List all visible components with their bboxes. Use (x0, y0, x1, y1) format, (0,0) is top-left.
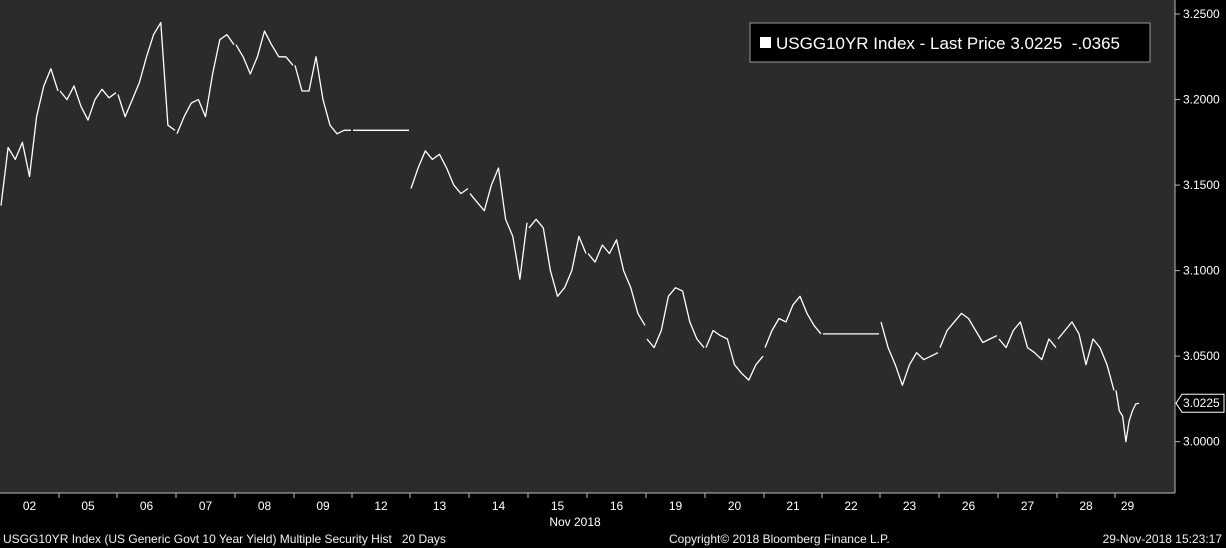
price-line-21 (764, 295, 822, 348)
x-tick-label: 22 (844, 499, 858, 513)
x-tick-label: 06 (140, 499, 154, 513)
price-line-29 (1115, 390, 1140, 443)
legend-swatch-icon (760, 37, 771, 48)
x-tick-label: 23 (903, 499, 917, 513)
price-line-07 (176, 33, 235, 135)
legend-box (749, 22, 1151, 63)
x-tick-label: 05 (81, 499, 95, 513)
price-series (0, 21, 1140, 443)
x-tick-label: 09 (316, 499, 330, 513)
x-tick-label: 21 (786, 499, 800, 513)
y-tick-label: 3.1500 (1183, 178, 1220, 192)
footer-timestamp: 29-Nov-2018 15:23:17 (1102, 532, 1222, 546)
x-tick-label: 19 (669, 499, 683, 513)
x-tick-label: 13 (433, 499, 447, 513)
last-value-tag: 3.0225 (1175, 393, 1225, 413)
x-tick-label: 08 (258, 499, 272, 513)
x-tick-label: 20 (728, 499, 742, 513)
x-axis: 02 05 06 07 08 09 12 13 14 15 16 19 20 21 22 23 26 27 28 29 (0, 492, 1175, 513)
legend-label: USGG10YR Index - Last Price 3.0225 -.036… (776, 34, 1120, 53)
y-axis: 3.2500 3.2000 3.1500 3.1000 3.0500 3.0000 (1174, 0, 1220, 493)
price-line-28 (1057, 321, 1115, 391)
plot-area (0, 0, 1175, 493)
price-line-27 (998, 321, 1057, 361)
price-line-26 (939, 312, 998, 348)
x-tick-label: 14 (492, 499, 506, 513)
x-tick-label: 16 (610, 499, 624, 513)
x-tick-label: 15 (551, 499, 565, 513)
price-line-06 (117, 21, 176, 131)
price-line-23 (880, 321, 939, 386)
last-value-tag-text: 3.0225 (1183, 396, 1220, 410)
footer-copyright: Copyright© 2018 Bloomberg Finance L.P. (669, 532, 890, 546)
y-tick-label: 3.0000 (1183, 435, 1220, 449)
legend-last-price: 3.0225 (1010, 34, 1062, 53)
legend-series-label: USGG10YR Index - Last Price (776, 34, 1006, 53)
price-line-20 (705, 329, 764, 381)
x-tick-label: 27 (1021, 499, 1035, 513)
footer-description: USGG10YR Index (US Generic Govt 10 Year … (3, 532, 446, 546)
y-tick-label: 3.2000 (1183, 93, 1220, 107)
price-line-14 (469, 167, 528, 280)
x-tick-label: 12 (374, 499, 388, 513)
price-line-16 (587, 239, 646, 326)
y-tick-label: 3.2500 (1183, 7, 1220, 21)
last-value-tag-shape (1175, 393, 1225, 413)
y-tick-label: 3.0500 (1183, 349, 1220, 363)
legend-change: -.0365 (1072, 34, 1120, 53)
price-line-19 (646, 287, 705, 349)
price-line-05 (59, 85, 117, 121)
x-tick-label: 29 (1121, 499, 1135, 513)
footer: USGG10YR Index (US Generic Govt 10 Year … (0, 530, 1226, 548)
x-tick-label: 07 (199, 499, 213, 513)
legend: USGG10YR Index - Last Price 3.0225 -.036… (749, 22, 1151, 63)
price-line-13 (410, 150, 469, 195)
price-line-15 (528, 218, 587, 297)
x-axis-month-label: Nov 2018 (549, 515, 601, 529)
price-line-08 (235, 30, 294, 75)
x-tick-label: 02 (23, 499, 37, 513)
price-line-02 (0, 68, 59, 206)
x-tick-label: 28 (1079, 499, 1093, 513)
y-tick-label: 3.1000 (1183, 264, 1220, 278)
price-line-09 (294, 56, 351, 135)
x-tick-label: 26 (962, 499, 976, 513)
